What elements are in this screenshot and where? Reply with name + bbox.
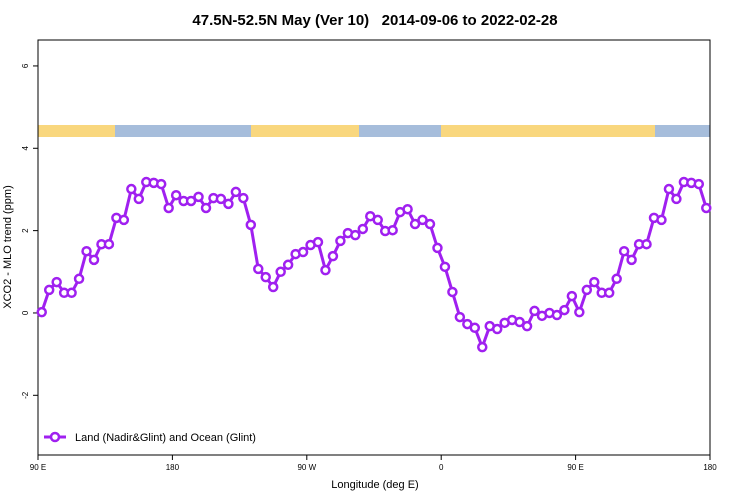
data-point (73, 273, 85, 285)
data-point (335, 235, 346, 247)
data-point (447, 286, 458, 298)
data-point (66, 287, 77, 299)
data-point (350, 229, 361, 241)
x-axis-label: Longitude (deg E) (331, 479, 418, 491)
y-tick-label: -2 (21, 391, 30, 399)
data-point (589, 276, 600, 288)
surface-strip (38, 125, 710, 137)
data-point (357, 223, 369, 235)
data-point (671, 193, 682, 205)
x-tick-label: 90 W (297, 463, 316, 472)
data-point (439, 261, 451, 273)
data-point (641, 238, 652, 250)
ocean-band (115, 125, 251, 137)
data-point (253, 263, 264, 275)
data-point (559, 304, 570, 316)
data-point (387, 224, 398, 236)
x-tick-label: 0 (439, 463, 444, 472)
data-point (491, 323, 503, 335)
data-point (424, 218, 436, 230)
legend-label: Land (Nadir&Glint) and Ocean (Glint) (75, 432, 256, 444)
data-line (40, 180, 708, 352)
land-band (38, 125, 115, 137)
data-point (133, 193, 145, 205)
data-point (432, 242, 443, 254)
data-point (245, 219, 257, 231)
data-point (200, 202, 212, 214)
data-point (618, 245, 630, 257)
data-point (51, 276, 62, 288)
data-point (223, 198, 234, 210)
data-point (193, 191, 204, 203)
data-point (417, 214, 428, 226)
data-point (103, 238, 115, 250)
data-point (521, 320, 533, 332)
y-axis-label: XCO2 - MLO trend (ppm) (2, 185, 14, 308)
data-point (88, 254, 100, 266)
data-point (551, 309, 563, 321)
data-point (529, 305, 540, 317)
data-point (574, 306, 585, 318)
data-point (409, 218, 421, 230)
data-point (469, 322, 481, 334)
data-point (275, 266, 286, 278)
data-point (581, 284, 593, 296)
data-point (163, 202, 174, 214)
data-point (701, 202, 712, 214)
land-band (251, 125, 359, 137)
data-point (260, 271, 271, 283)
data-point (267, 281, 279, 293)
data-point (185, 195, 197, 207)
y-tick-label: 0 (21, 310, 30, 315)
y-tick-label: 6 (21, 63, 30, 68)
data-point (36, 306, 47, 318)
data-point (693, 178, 705, 190)
data-point (238, 192, 249, 204)
chart-title: 47.5N-52.5N May (Ver 10) 2014-09-06 to 2… (192, 12, 557, 29)
data-point (566, 290, 578, 302)
data-point (170, 189, 182, 201)
x-tick-label: 90 E (30, 463, 46, 472)
data-point (155, 178, 167, 190)
ocean-band (359, 125, 441, 137)
data-point (215, 193, 227, 205)
data-point (477, 341, 488, 353)
data-point (320, 264, 331, 276)
data-point (603, 287, 615, 299)
data-point (372, 214, 383, 226)
data-point (312, 236, 324, 248)
data-point (402, 203, 413, 215)
data-point (126, 183, 137, 195)
y-tick-label: 4 (21, 146, 30, 151)
data-point (230, 186, 242, 198)
land-band (441, 125, 655, 137)
x-tick-label: 180 (703, 463, 717, 472)
data-point (282, 259, 294, 271)
data-point (81, 245, 92, 257)
ocean-band (655, 125, 710, 137)
x-tick-label: 180 (166, 463, 180, 472)
data-point (611, 273, 622, 285)
x-tick-label: 90 E (567, 463, 583, 472)
plot-frame (37, 39, 711, 456)
data-point (663, 183, 675, 195)
data-point (118, 214, 130, 226)
data-point (454, 311, 466, 323)
data-point (327, 250, 339, 262)
data-point (514, 316, 525, 328)
y-tick-label: 2 (21, 228, 30, 233)
data-point (656, 214, 667, 226)
data-point (297, 246, 309, 258)
data-point (43, 284, 55, 296)
data-point (626, 254, 637, 266)
legend-marker (49, 431, 61, 443)
